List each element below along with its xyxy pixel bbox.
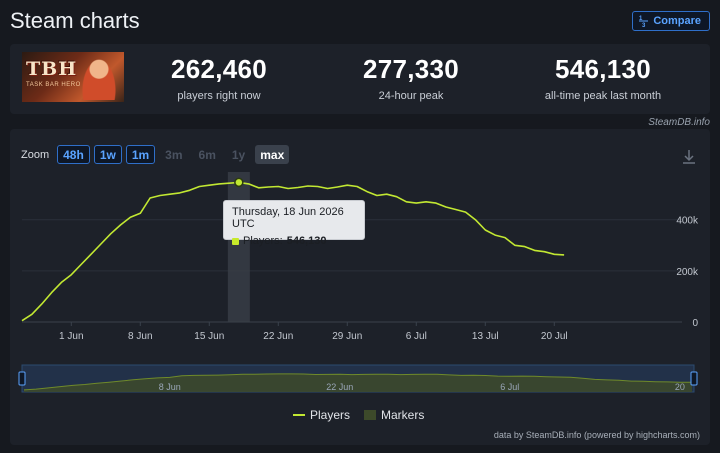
compare-icon: 1 3 (639, 16, 649, 27)
navigator-series-line (23, 373, 692, 391)
logo-character-image (80, 56, 118, 100)
y-tick-label: 0 (692, 318, 698, 329)
zoom-bar: Zoom 48h 1w 1m 3m 6m 1y max (21, 145, 290, 164)
chart-panel: Zoom 48h 1w 1m 3m 6m 1y max 0 200k 400k 1 J… (10, 129, 710, 445)
hover-point (234, 177, 244, 188)
zoom-3m-button: 3m (165, 147, 183, 162)
logo-text: TBH (26, 58, 78, 80)
y-tick-label: 200k (676, 267, 699, 278)
svg-text:1: 1 (639, 16, 643, 22)
stat-players-now: 262,460 players right now (134, 54, 304, 102)
chart-credits[interactable]: data by SteamDB.info (powered by highcha… (493, 430, 700, 440)
series-line-players[interactable] (21, 181, 565, 322)
compare-button[interactable]: 1 3 Compare (632, 11, 710, 31)
zoom-48h-button[interactable]: 48h (57, 145, 90, 164)
logo-subtitle: TASK BAR HERO (26, 82, 81, 88)
navigator-handle-left[interactable] (18, 371, 26, 386)
x-tick-label: 15 Jun (194, 331, 224, 342)
x-tick-label: 8 Jun (128, 331, 152, 342)
stat-label: 24-hour peak (378, 90, 444, 102)
x-tick-label: 13 Jul (472, 331, 499, 342)
zoom-max-button[interactable]: max (255, 145, 290, 164)
navigator-handle-right[interactable] (690, 371, 698, 386)
legend-box-swatch (364, 410, 377, 420)
legend-item-players[interactable]: Players (293, 408, 350, 422)
zoom-1y-button: 1y (231, 147, 246, 162)
x-tick-label: 29 Jun (332, 331, 362, 342)
stat-value: 262,460 (170, 54, 268, 84)
navigator-label: 8 Jun (159, 382, 181, 392)
navigator-label: 6 Jul (500, 382, 519, 392)
legend-label-players: Players (310, 408, 351, 422)
game-logo[interactable]: TBH TASK BAR HERO (22, 52, 124, 102)
legend-label-markers: Markers (381, 408, 425, 422)
stats-panel: TBH TASK BAR HERO 262,460 players right … (10, 44, 710, 114)
navigator-area (24, 373, 692, 392)
legend-item-markers[interactable]: Markers (364, 408, 424, 422)
zoom-1m-button[interactable]: 1m (125, 145, 156, 164)
steamdb-link[interactable]: SteamDB.info (648, 117, 710, 128)
x-tick-label: 1 Jun (59, 331, 83, 342)
stat-value: 546,130 (554, 54, 652, 84)
navigator-label: 20 (675, 382, 685, 392)
download-icon[interactable] (682, 149, 696, 165)
x-tick-label: 20 Jul (541, 331, 568, 342)
player-count-chart[interactable]: 0 200k 400k 1 Jun 8 Jun 15 Jun 22 Jun 29 Jun 6 J… (10, 129, 710, 445)
tooltip-series-marker (232, 237, 239, 245)
page-title: Steam charts (10, 8, 140, 33)
x-tick-label: 22 Jun (263, 331, 293, 342)
chart-tooltip: Thursday, 18 Jun 2026 UTC Players: 546,1… (223, 200, 365, 247)
tooltip-value: 546,130 (286, 235, 327, 247)
x-tick-label: 6 Jul (406, 331, 427, 342)
stat-label: all-time peak last month (544, 90, 662, 102)
zoom-6m-button: 6m (198, 147, 216, 162)
stat-label: players right now (177, 90, 261, 102)
tooltip-date: Thursday, 18 Jun 2026 UTC (232, 206, 344, 230)
hover-band (227, 172, 250, 322)
svg-text:3: 3 (642, 23, 646, 27)
stat-value: 277,330 (362, 54, 460, 84)
zoom-label: Zoom (21, 148, 50, 161)
legend-line-swatch (293, 414, 305, 416)
compare-label: Compare (653, 15, 701, 27)
tooltip-series-label: Players: (243, 235, 283, 247)
chart-legend: Players Markers (293, 408, 424, 422)
stat-24h-peak: 277,330 24-hour peak (326, 54, 496, 102)
navigator-label: 22 Jun (326, 382, 353, 392)
zoom-1w-button[interactable]: 1w (93, 145, 122, 164)
stat-all-time-peak: 546,130 all-time peak last month (518, 54, 688, 102)
y-tick-label: 400k (676, 216, 699, 227)
